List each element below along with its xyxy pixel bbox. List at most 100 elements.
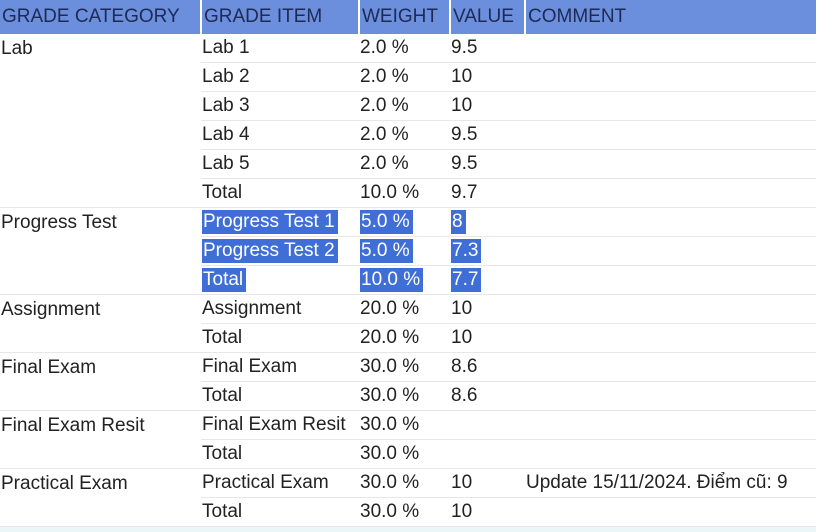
grade-item-cell: Total: [201, 381, 359, 411]
weight-cell: 2.0 %: [359, 62, 450, 92]
weight-cell: 2.0 %: [359, 91, 450, 121]
table-row: Lab Lab 1 2.0 % 9.5: [0, 34, 816, 208]
weight-text: 2.0 %: [360, 95, 409, 116]
grade-item-text: Progress Test 1: [202, 210, 338, 234]
grade-category-cell: Lab: [0, 34, 201, 208]
value-text: 7.3: [451, 239, 482, 263]
table-row: Assignment Assignment 20.0 % 10: [0, 294, 816, 353]
table-row: Lab 4 2.0 % 9.5: [0, 120, 816, 150]
grade-item-cell: Lab 5: [201, 149, 359, 179]
comment-cell: [525, 34, 816, 63]
table-row: Total 20.0 % 10: [0, 323, 816, 353]
grade-category-cell: Final Exam Resit: [0, 410, 201, 469]
weight-text: 10.0 %: [360, 182, 420, 203]
weight-cell: 30.0 %: [359, 410, 450, 440]
weight-text: 30.0 %: [360, 385, 420, 406]
grade-category-cell: Practical Exam: [0, 468, 201, 527]
table-row: Final Exam Resit Final Exam Resit 30.0 %: [0, 410, 816, 469]
comment-cell: [525, 323, 816, 353]
weight-text: 30.0 %: [360, 472, 420, 493]
value-cell: 9.5: [450, 34, 525, 63]
grade-item-cell: Progress Test 2: [201, 236, 359, 266]
table-row: Lab 2 2.0 % 10: [0, 62, 816, 92]
header-comment: COMMENT: [525, 0, 816, 34]
value-text: 8.6: [451, 356, 478, 377]
grade-item-text: Progress Test 2: [202, 239, 338, 263]
weight-text: 2.0 %: [360, 37, 409, 58]
value-text: 8: [451, 210, 466, 234]
value-text: 9.5: [451, 153, 478, 174]
value-text: 9.5: [451, 124, 478, 145]
value-cell: [450, 439, 525, 469]
grade-item-text: Practical Exam: [202, 472, 329, 493]
grade-category-cell: Assignment: [0, 294, 201, 353]
value-cell: [450, 410, 525, 440]
value-text: 10: [451, 66, 473, 87]
weight-cell: 30.0 %: [359, 497, 450, 527]
table-row: Lab 5 2.0 % 9.5: [0, 149, 816, 179]
value-cell: 8.6: [450, 352, 525, 382]
weight-cell: 2.0 %: [359, 34, 450, 63]
grade-item-cell: Final Exam Resit: [201, 410, 359, 440]
weight-text: 5.0 %: [360, 239, 413, 263]
value-cell: 8: [450, 207, 525, 237]
comment-cell: [525, 120, 816, 150]
comment-cell: [525, 149, 816, 179]
weight-text: 30.0 %: [360, 443, 420, 464]
comment-cell: [525, 207, 816, 237]
grade-table-body: Lab Lab 1 2.0 % 9.5 Lab 2 2.0 % 10 Lab 3 2.0 % 10…: [0, 34, 816, 527]
value-cell: 9.5: [450, 149, 525, 179]
weight-text: 30.0 %: [360, 501, 420, 522]
weight-cell: 10.0 %: [359, 265, 450, 295]
weight-text: 30.0 %: [360, 414, 420, 435]
grade-item-text: Total: [202, 385, 243, 406]
grade-item-text: Total: [202, 327, 243, 348]
weight-cell: 30.0 %: [359, 352, 450, 382]
grade-item-cell: Total: [201, 178, 359, 208]
table-row: Progress Test 2 5.0 % 7.3: [0, 236, 816, 266]
value-cell: 7.7: [450, 265, 525, 295]
grade-item-cell: Lab 3: [201, 91, 359, 121]
grade-item-cell: Practical Exam: [201, 468, 359, 498]
weight-cell: 5.0 %: [359, 207, 450, 237]
grade-item-cell: Lab 1: [201, 34, 359, 63]
grade-item-cell: Total: [201, 497, 359, 527]
table-row: Final Exam Final Exam 30.0 % 8.6: [0, 352, 816, 411]
grade-item-text: Total: [202, 501, 243, 522]
grade-item-cell: Total: [201, 323, 359, 353]
value-cell: 10: [450, 468, 525, 498]
value-cell: 10: [450, 323, 525, 353]
grade-item-text: Total: [202, 182, 243, 203]
grade-item-cell: Lab 4: [201, 120, 359, 150]
value-cell: 9.5: [450, 120, 525, 150]
comment-cell: [525, 439, 816, 469]
comment-cell: [525, 352, 816, 382]
header-grade-category: GRADE CATEGORY: [0, 0, 202, 34]
weight-cell: 10.0 %: [359, 178, 450, 208]
comment-cell: [525, 236, 816, 266]
grade-item-text: Total: [202, 443, 243, 464]
value-text: 10: [451, 298, 473, 319]
weight-text: 2.0 %: [360, 66, 409, 87]
table-row: Total 30.0 %: [0, 439, 816, 469]
weight-cell: 30.0 %: [359, 439, 450, 469]
weight-cell: 30.0 %: [359, 381, 450, 411]
weight-cell: 20.0 %: [359, 323, 450, 353]
grade-item-text: Lab 1: [202, 37, 250, 58]
header-row: GRADE CATEGORY GRADE ITEM WEIGHT VALUE C…: [0, 0, 816, 34]
comment-cell: [525, 381, 816, 411]
grade-item-text: Lab 5: [202, 153, 250, 174]
grade-table-header: GRADE CATEGORY GRADE ITEM WEIGHT VALUE C…: [0, 0, 816, 34]
comment-cell: [525, 294, 816, 324]
grade-item-text: Lab 2: [202, 66, 250, 87]
value-text: 10: [451, 327, 473, 348]
table-row: Lab 3 2.0 % 10: [0, 91, 816, 121]
grade-item-text: Final Exam: [202, 356, 298, 377]
value-cell: 10: [450, 497, 525, 527]
value-cell: 9.7: [450, 178, 525, 208]
table-row: Total 30.0 % 10: [0, 497, 816, 527]
weight-text: 2.0 %: [360, 124, 409, 145]
table-bottom-strip: [0, 527, 816, 532]
value-cell: 10: [450, 91, 525, 121]
